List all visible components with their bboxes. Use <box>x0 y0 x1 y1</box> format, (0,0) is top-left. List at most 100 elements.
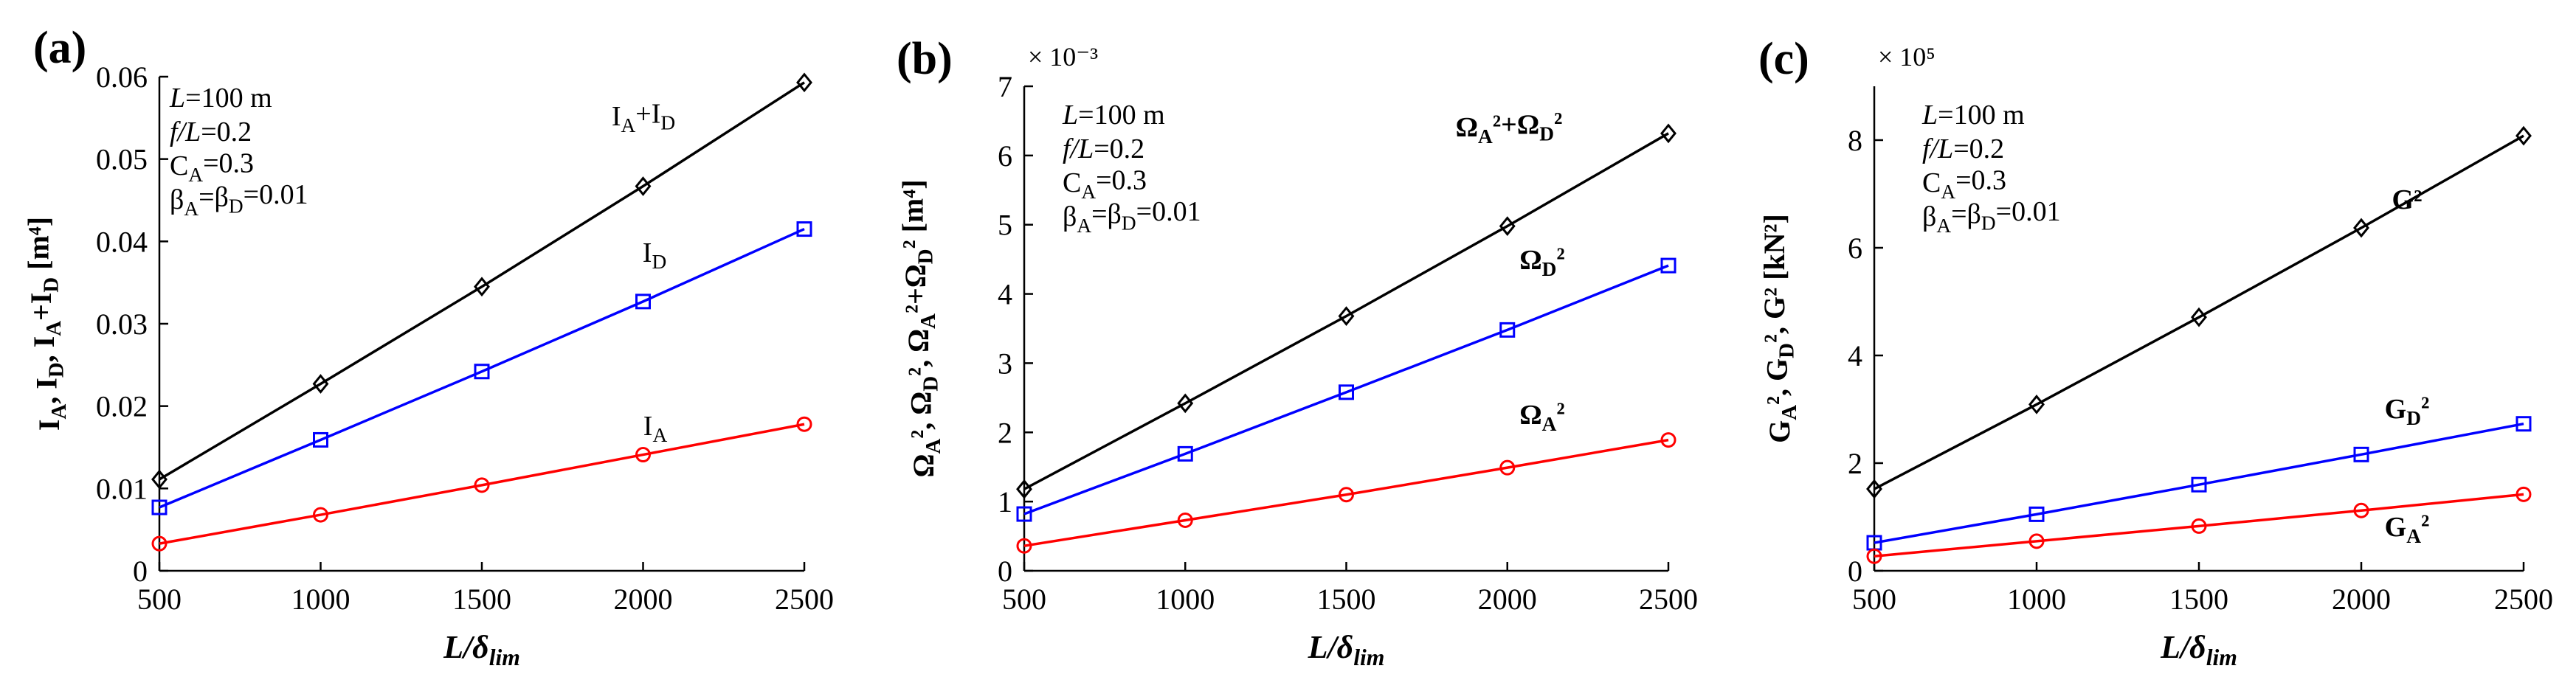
series-label: ΩA²+ΩD² <box>1456 107 1563 147</box>
annotation-line: CA=0.3 <box>170 148 254 186</box>
data-point <box>1177 393 1194 414</box>
series-label: ΩA² <box>1519 397 1565 435</box>
x-axis-label: L/δlim <box>1308 629 1385 670</box>
series-square: GD² <box>1866 392 2532 551</box>
data-point <box>474 364 490 380</box>
data-point <box>2515 486 2532 502</box>
data-point <box>1338 306 1355 326</box>
axis-multiplier: × 10⁵ <box>1878 42 1936 72</box>
data-point <box>1660 432 1677 448</box>
x-tick-label: 1500 <box>452 583 511 616</box>
y-tick-label: 6 <box>998 139 1012 173</box>
data-point <box>2353 446 2369 462</box>
series-square: ΩD² <box>1016 243 1677 522</box>
data-point <box>796 416 812 432</box>
data-point <box>635 294 651 310</box>
series-line <box>159 423 805 545</box>
series-label: G² <box>2392 184 2423 215</box>
x-axis-label: L/δlim <box>443 629 520 670</box>
series-circle: GA² <box>1866 486 2532 564</box>
x-axis-label: L/δlim <box>2160 629 2237 670</box>
y-tick-label: 0.05 <box>96 143 148 176</box>
series-label: IA+ID <box>612 99 675 136</box>
data-point <box>1177 445 1193 462</box>
data-point <box>2191 307 2207 327</box>
data-point <box>1499 322 1516 338</box>
y-tick-label: 0.04 <box>96 225 148 258</box>
data-point <box>151 535 168 552</box>
annotation-line: βA=βD=0.01 <box>170 179 308 220</box>
series-square: ID <box>151 221 812 515</box>
data-point <box>2353 502 2369 518</box>
series-line <box>1023 438 1669 547</box>
x-tick-label: 2500 <box>775 583 834 616</box>
y-tick-label: 2 <box>998 416 1012 449</box>
series-label: ΩD² <box>1519 243 1565 280</box>
data-point <box>1339 487 1354 503</box>
y-tick-label: 3 <box>998 347 1012 380</box>
series-diamond: G² <box>1866 125 2532 499</box>
data-point <box>2515 416 2532 432</box>
series-label: ID <box>643 237 666 273</box>
annotation-line: CA=0.3 <box>1063 165 1147 203</box>
data-point <box>2191 476 2207 493</box>
y-tick-label: 7 <box>998 70 1012 103</box>
x-tick-label: 1000 <box>1156 583 1215 616</box>
data-point <box>635 176 652 196</box>
data-point <box>2028 533 2045 549</box>
y-axis-label: IA, ID, IA+ID [m⁴] <box>22 217 72 431</box>
data-point <box>151 499 168 515</box>
y-tick-label: 0.01 <box>96 472 148 505</box>
y-tick-label: 4 <box>998 278 1012 311</box>
y-tick-label: 8 <box>1848 124 1862 157</box>
y-tick-label: 4 <box>1848 339 1862 372</box>
x-tick-label: 2500 <box>1639 583 1698 616</box>
data-point <box>2028 506 2045 522</box>
annotation-line: f/L=0.2 <box>1922 133 2004 164</box>
y-tick-label: 0.03 <box>96 308 148 341</box>
x-tick-label: 1500 <box>2169 583 2228 616</box>
data-point <box>1177 512 1193 528</box>
annotation-line: f/L=0.2 <box>170 117 252 147</box>
annotation-line: L=100 m <box>169 83 272 114</box>
series-diamond: IA+ID <box>151 72 812 490</box>
data-point <box>1660 257 1677 274</box>
panel-c: 500 1000 1500 2000 2500 0 2 4 6 8 × 10⁵ (c) L/δlim GA… <box>1758 34 2553 670</box>
data-point <box>2028 395 2045 414</box>
x-tick-label: 1000 <box>291 583 351 616</box>
series-circle: IA <box>151 411 812 552</box>
panel-label: (c) <box>1758 34 1809 84</box>
x-tick-label: 500 <box>1852 583 1896 616</box>
data-point <box>1016 538 1032 554</box>
series-diamond: ΩA²+ΩD² <box>1016 107 1677 499</box>
y-tick-label: 2 <box>1848 447 1862 480</box>
series-line <box>159 227 805 509</box>
series-label: GA² <box>2385 510 2430 547</box>
data-point <box>2353 218 2369 238</box>
data-point <box>2515 125 2532 146</box>
data-point <box>796 221 812 237</box>
data-point <box>313 507 328 523</box>
annotation-line: βA=βD=0.01 <box>1922 196 2061 237</box>
axis-multiplier: × 10⁻³ <box>1028 42 1098 72</box>
y-tick-label: 0 <box>1848 555 1862 588</box>
data-point <box>1866 479 1882 499</box>
data-point <box>635 447 651 463</box>
series-line <box>1874 493 2524 558</box>
data-point <box>1016 479 1032 499</box>
data-point <box>1499 216 1516 236</box>
y-axis-label: GA², GD², G² [kN²] <box>1758 214 1801 443</box>
series-line <box>1023 132 1669 490</box>
panel-b: 500 1000 1500 2000 2500 0 1 2 3 4 5 6 7 × 10⁻³ (b) L/δl… <box>897 34 1698 670</box>
x-tick-label: 2000 <box>2332 583 2391 616</box>
data-point <box>1016 506 1032 522</box>
x-tick-label: 500 <box>1002 583 1046 616</box>
data-point <box>474 477 490 493</box>
y-tick-label: 0.06 <box>96 60 148 94</box>
x-tick-label: 2000 <box>1478 583 1537 616</box>
data-point <box>796 72 812 93</box>
series-label: GD² <box>2385 392 2430 429</box>
series-circle: ΩA² <box>1016 397 1677 554</box>
series-line <box>1874 422 2524 544</box>
data-point <box>312 374 329 394</box>
